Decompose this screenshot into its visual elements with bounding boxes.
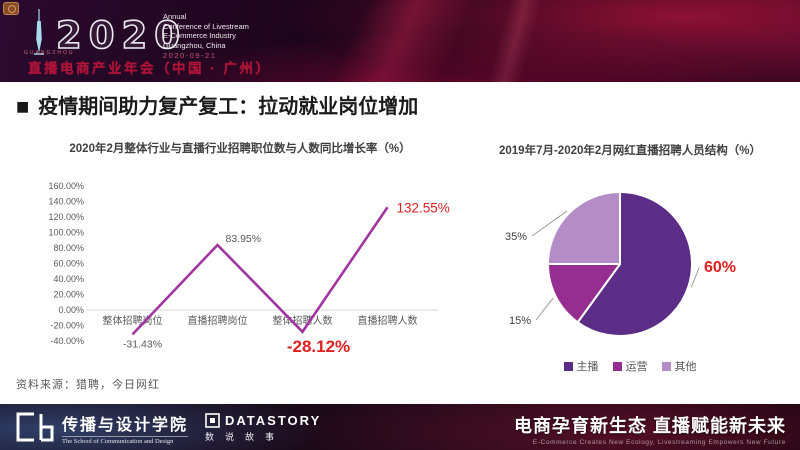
pie-slice <box>547 191 621 265</box>
datastory-subtitle: 数说故事 <box>205 432 286 442</box>
callout-leader-line <box>531 210 568 237</box>
y-axis-tick: 20.00% <box>53 290 84 300</box>
datastory-name: DATASTORY <box>225 413 322 428</box>
data-label: 83.95% <box>226 233 262 245</box>
tagline-en: E-Commerce Creates New Ecology, Livestre… <box>532 439 786 446</box>
conference-subtitle-cn: 直播电商产业年会（中国 · 广州） <box>28 61 272 76</box>
y-axis-tick: 40.00% <box>53 274 84 284</box>
year-logo: 2020 <box>55 13 187 58</box>
datastory-logo-icon <box>205 413 220 428</box>
pie-callout-label: 60% <box>704 259 736 276</box>
legend-label: 其他 <box>674 361 697 373</box>
y-axis-tick: 100.00% <box>48 228 84 238</box>
page-title: ■ 疫情期间助力复产复工：拉动就业岗位增加 <box>16 90 776 119</box>
school-logo-icon <box>14 411 56 448</box>
callout-leader-line <box>690 267 700 288</box>
legend-label: 主播 <box>576 361 599 373</box>
data-label: -28.12% <box>287 337 350 356</box>
data-label: 132.55% <box>397 200 450 215</box>
pie-legend: 主播 运营 其他 <box>470 358 790 374</box>
pie-chart-svg: 60% 15% 35% <box>505 191 736 337</box>
school-subtitle: The School of Communication and Design <box>62 436 189 445</box>
header-banner: GUANGZHOU 2020 Annual Conference of Live… <box>0 0 800 82</box>
pie-callout-label: 35% <box>505 231 527 243</box>
pie-slice <box>547 263 621 324</box>
datastory-block: DATASTORY 数说故事 <box>205 413 321 443</box>
canton-tower-icon <box>30 9 48 55</box>
legend-item: 运营 <box>612 358 648 374</box>
y-axis-tick: 80.00% <box>53 243 84 253</box>
conference-line: Guangzhou, China <box>163 40 226 50</box>
callout-leader-line <box>535 297 554 321</box>
city-label: GUANGZHOU <box>24 50 75 56</box>
seal-icon <box>3 2 19 15</box>
tagline-cn: 电商孕育新生态 直播赋能新未来 <box>514 416 786 436</box>
line-chart-panel: 2020年2月整体行业与直播行业招聘职位数与人数同比增长率（%） 160.00%… <box>30 140 450 367</box>
pie-chart-panel: 2019年7月-2020年2月网红直播招聘人员结构（%） 60% 15% 35% 主… <box>470 142 790 374</box>
legend-swatch-icon <box>612 361 622 371</box>
y-axis-tick: 60.00% <box>53 259 84 269</box>
footer-bar: 传播与设计学院 The School of Communication and … <box>0 404 800 450</box>
y-axis-tick: 0.00% <box>58 305 84 315</box>
tagline-block: 电商孕育新生态 直播赋能新未来 E-Commerce Creates New E… <box>514 412 786 446</box>
y-axis-tick: 140.00% <box>48 197 84 207</box>
source-note: 资料来源：猎聘，今日网红 <box>16 379 160 391</box>
data-line <box>131 206 389 336</box>
pie-slice <box>576 191 693 337</box>
legend-swatch-icon <box>563 361 573 371</box>
legend-label: 运营 <box>625 361 648 373</box>
pie-chart-title: 2019年7月-2020年2月网红直播招聘人员结构（%） <box>498 145 761 157</box>
y-axis-tick: 120.00% <box>48 212 84 222</box>
page-title-text: 疫情期间助力复产复工：拉动就业岗位增加 <box>38 96 419 118</box>
line-chart-svg: 160.00% 140.00% 120.00% 100.00% 80.00% 60.00%… <box>48 181 450 356</box>
x-axis-category: 直播招聘岗位 <box>188 314 248 327</box>
conference-line: Conference of Livestream <box>163 21 249 31</box>
legend-item: 其他 <box>661 358 697 374</box>
conference-name: Annual Conference of Livestream E-Commer… <box>163 12 249 61</box>
legend-item: 主播 <box>563 358 599 374</box>
school-block: 传播与设计学院 The School of Communication and … <box>62 411 189 445</box>
conference-date: 2020-09-21 <box>163 51 217 60</box>
data-label: -31.43% <box>123 338 162 350</box>
pie-callout-label: 15% <box>509 315 531 327</box>
x-axis-category: 整体招聘人数 <box>273 314 333 327</box>
legend-swatch-icon <box>661 361 671 371</box>
y-axis-tick: -40.00% <box>50 336 84 346</box>
conference-line: Annual <box>163 12 187 21</box>
line-chart-title: 2020年2月整体行业与直播行业招聘职位数与人数同比增长率（%） <box>69 143 411 155</box>
school-name: 传播与设计学院 <box>62 417 189 434</box>
y-axis-tick: -20.00% <box>50 321 84 331</box>
x-axis-category: 整体招聘岗位 <box>103 314 163 327</box>
x-axis-category: 直播招聘人数 <box>358 314 418 327</box>
y-axis-tick: 160.00% <box>48 181 84 191</box>
bullet-square-icon: ■ <box>16 99 30 115</box>
conference-line: E-Commerce Industry <box>163 31 236 40</box>
